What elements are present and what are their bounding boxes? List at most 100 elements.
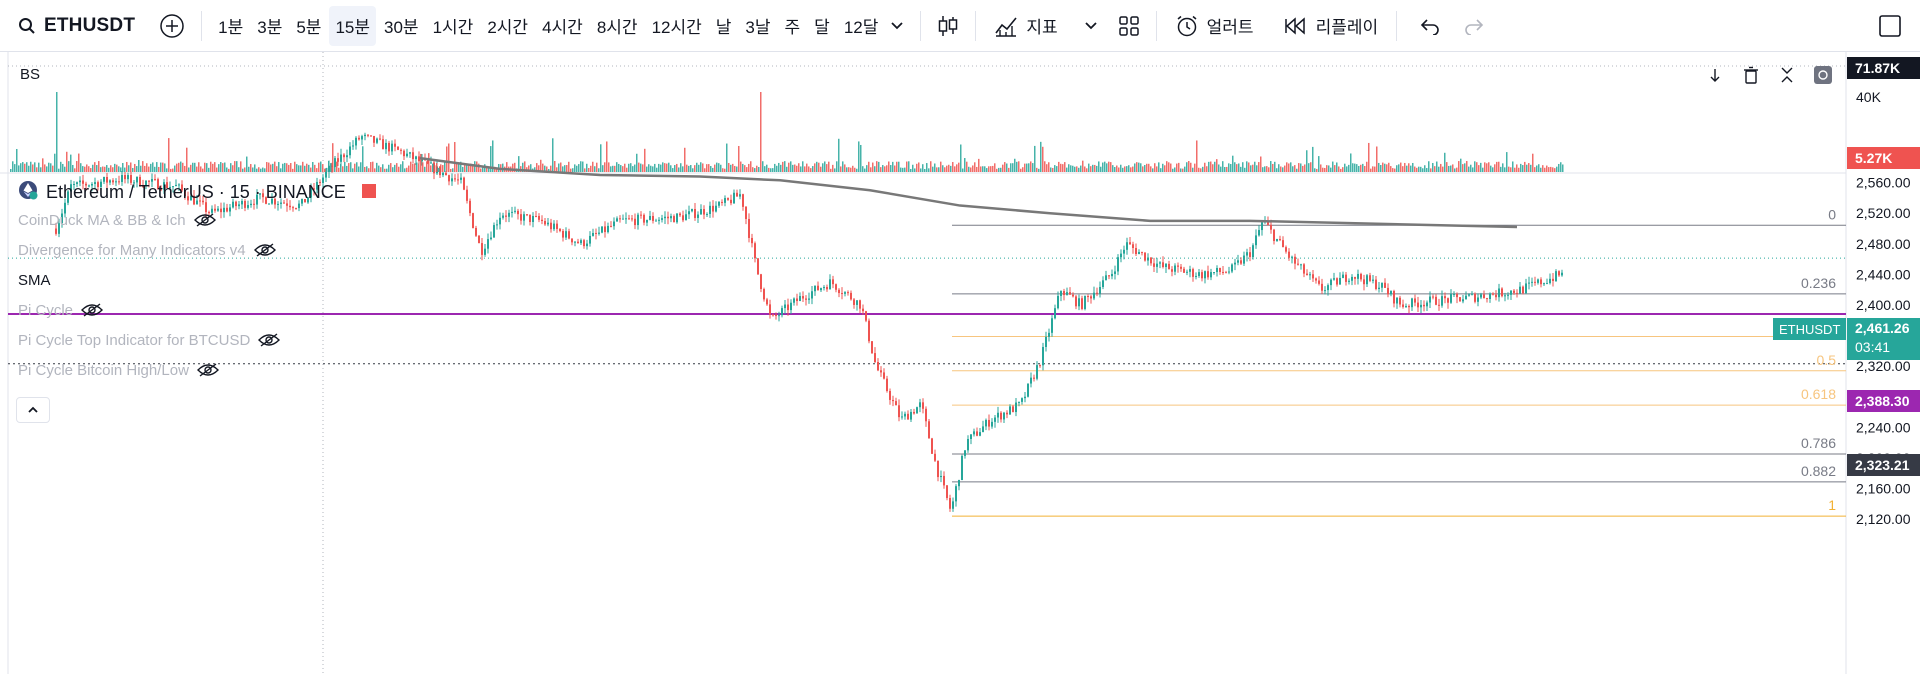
interval-button[interactable]: 12달 [843,18,879,37]
interval-button[interactable]: 주 [784,18,801,37]
alarm-clock-icon [1175,14,1199,38]
hidden-eye-icon[interactable] [196,363,219,377]
interval-button[interactable]: 날 [715,18,732,37]
candle-body [1270,224,1272,230]
volume-bar [350,162,352,172]
candle-body [277,203,279,205]
volume-bar [1172,168,1174,172]
replay-button[interactable]: 리플레이 [1276,6,1387,46]
volume-bar [488,168,490,172]
volume-bar [1404,162,1406,172]
candle-body [283,202,285,204]
grid-layout-icon [1118,15,1140,37]
volume-bar [764,166,766,172]
volume-bar [774,163,776,172]
legend-indicator-row[interactable]: SMA [18,265,376,295]
legend-indicator-row[interactable]: Pi Cycle [18,295,376,325]
redo-button[interactable] [1457,6,1491,46]
interval-button[interactable]: 12시간 [651,18,702,37]
alert-button[interactable]: 얼러트 [1167,6,1262,46]
volume-bar [302,161,304,172]
candle-body [1498,288,1500,298]
volume-bar [752,167,754,172]
interval-button[interactable]: 5분 [296,18,322,37]
indicators-button[interactable]: 지표 [986,6,1065,46]
collapse-pane-button[interactable] [1772,62,1802,88]
volume-bar [632,166,634,172]
candle-body [448,175,450,182]
volume-bar [1382,162,1384,172]
hidden-eye-icon[interactable] [193,213,216,227]
interval-button[interactable]: 8시간 [596,18,638,37]
legend-indicator-row[interactable]: Pi Cycle Bitcoin High/Low [18,355,376,385]
volume-bar [1084,166,1086,172]
interval-button[interactable]: 4시간 [542,18,583,37]
candle-body [1078,298,1080,307]
volume-bar [230,163,232,172]
candle-body [751,237,753,244]
candle-body [523,214,525,221]
interval-button[interactable]: 달 [814,18,830,37]
undo-button[interactable] [1413,6,1447,46]
price-chart[interactable]: 2,600.002,560.002,520.002,480.002,440.00… [0,52,1920,674]
legend-indicator-row[interactable]: Divergence for Many Indicators v4 [18,235,376,265]
volume-bar [986,168,988,172]
interval-button[interactable]: 15분 [329,5,377,46]
volume-bar [156,162,158,172]
candle-body [1237,260,1239,263]
delete-pane-button[interactable] [1736,62,1766,88]
volume-bar [472,165,474,172]
fullscreen-button[interactable] [1872,6,1908,46]
candle-body [736,192,738,197]
chart-type-button[interactable] [931,6,965,46]
candle-body [1420,304,1422,308]
candle-body [184,190,186,197]
candle-body [397,146,399,150]
volume-bar [606,141,608,172]
volume-bar [594,166,596,172]
hidden-eye-icon[interactable] [81,303,104,317]
candle-body [1372,279,1374,281]
candle-body [145,180,147,187]
volume-bar [176,163,178,172]
interval-button[interactable]: 3분 [257,18,283,37]
legend-symbol-row[interactable]: Ethereum / TetherUS · 15 · BINANCE [18,179,376,205]
hidden-eye-icon[interactable] [258,333,281,347]
interval-button[interactable]: 30분 [384,18,419,37]
candle-body [484,248,486,255]
hidden-eye-icon[interactable] [253,243,276,257]
legend-collapse-button[interactable] [16,397,50,423]
interval-button[interactable]: 3날 [745,18,771,37]
candle-body [880,370,882,373]
volume-bar [336,161,338,172]
legend-indicator-row[interactable]: CoinDuck MA & BB & Ich [18,205,376,235]
legend-indicator-row[interactable]: Pi Cycle Top Indicator for BTCUSD [18,325,376,355]
volume-bar [1530,164,1532,172]
layouts-button[interactable] [1112,6,1146,46]
compare-symbol-button[interactable] [153,6,191,46]
pane-settings-button[interactable] [1808,62,1838,88]
volume-bar [1234,162,1236,172]
candle-body [661,218,663,220]
volume-bar [598,168,600,172]
indicators-dropdown-button[interactable] [1078,6,1104,46]
move-pane-down-button[interactable] [1700,62,1730,88]
interval-button[interactable]: 2시간 [487,18,529,37]
candle-body [235,201,237,207]
volume-bar [164,163,166,172]
volume-bar [1496,161,1498,172]
volume-bar [1242,162,1244,172]
volume-bar [1338,166,1340,172]
volume-bar [1372,166,1374,172]
interval-button[interactable]: 1시간 [432,18,474,37]
candle-body [79,180,81,183]
candle-body [766,299,768,305]
volume-bar [528,165,530,172]
volume-bar [1290,162,1292,172]
candle-body [1546,283,1548,285]
interval-button[interactable]: 1분 [218,18,244,37]
chart-area[interactable]: 2,600.002,560.002,520.002,480.002,440.00… [0,52,1920,674]
volume-bar [842,161,844,172]
interval-dropdown-button[interactable] [884,6,910,46]
symbol-search[interactable]: ETHUSDT [0,6,147,46]
